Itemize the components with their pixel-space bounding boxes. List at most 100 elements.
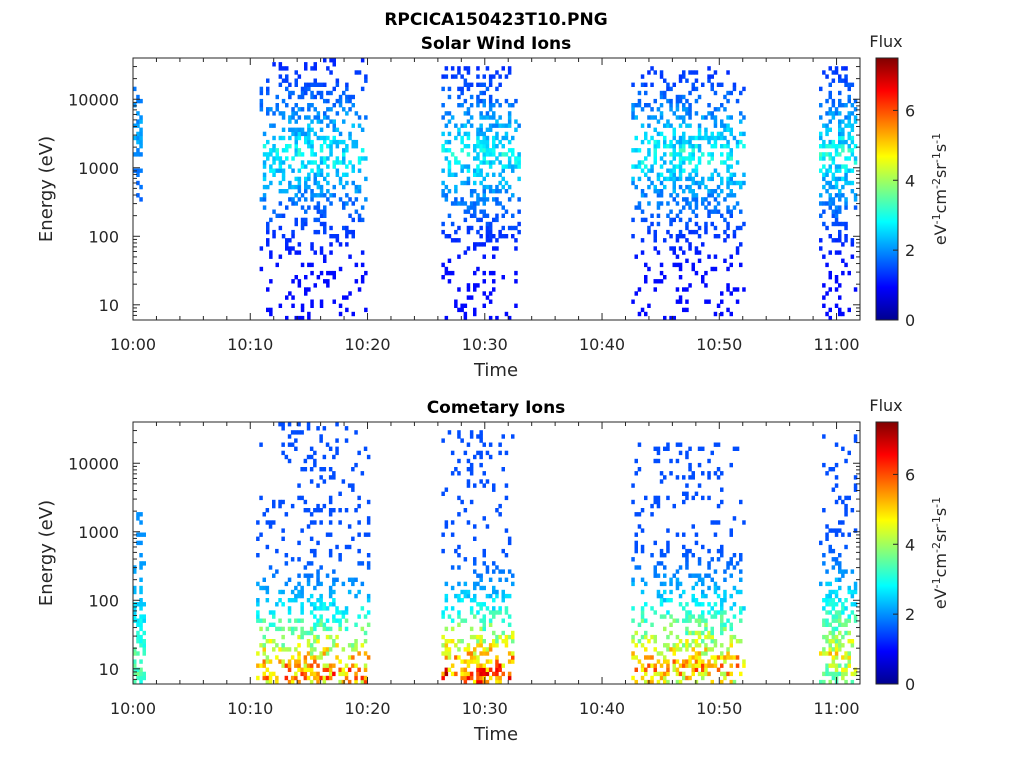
spectrogram-cell [663, 675, 667, 681]
spectrogram-cell [517, 197, 521, 202]
spectrogram-cell [850, 569, 855, 574]
spectrogram-cell [473, 483, 477, 488]
spectrogram-cell [723, 135, 727, 141]
spectrogram-cell [323, 221, 327, 227]
spectrogram-cell [732, 553, 737, 558]
spectrogram-cell [463, 581, 468, 587]
spectrogram-cell [272, 647, 276, 652]
spectrogram-cell [297, 679, 301, 685]
spectrogram-cell [316, 201, 321, 206]
spectrogram-cell [281, 148, 286, 153]
spectrogram-cell [136, 119, 140, 124]
spectrogram-cell [682, 131, 686, 137]
spectrogram-cell [360, 471, 365, 476]
spectrogram-cell [847, 307, 851, 313]
spectrogram-cell [678, 160, 683, 165]
spectrogram-cell [463, 647, 468, 652]
spectrogram-cell [469, 462, 474, 468]
spectrogram-cell [659, 180, 664, 186]
spectrogram-cell [675, 667, 680, 672]
spectrogram-cell [482, 189, 486, 194]
spectrogram-cell [363, 639, 368, 644]
spectrogram-cell [688, 189, 692, 194]
spectrogram-cell [697, 135, 702, 141]
spectrogram-cell [354, 577, 358, 582]
spectrogram-cell [672, 651, 676, 656]
spectrogram-cell [659, 131, 664, 137]
spectrogram-cell [275, 148, 279, 153]
spectrogram-cell [319, 82, 324, 87]
spectrogram-cell [469, 225, 474, 231]
spectrogram-cell [281, 450, 285, 456]
spectrogram-cell [822, 70, 826, 75]
spectrogram-cell [306, 561, 311, 566]
spectrogram-cell [485, 172, 490, 177]
spectrogram-cell [739, 242, 743, 247]
spectrogram-cell [313, 655, 317, 660]
spectrogram-cell [476, 144, 480, 149]
spectrogram-cell [310, 90, 314, 96]
spectrogram-cell [691, 156, 695, 161]
spectrogram-cell [366, 565, 371, 570]
spectrogram-cell [847, 450, 851, 456]
spectrogram-cell [482, 647, 486, 652]
spectrogram-cell [838, 307, 842, 313]
spectrogram-cell [666, 643, 670, 648]
spectrogram-cell [457, 160, 461, 165]
spectrogram-cell [678, 671, 683, 677]
spectrogram-cell [325, 634, 330, 640]
spectrogram-cell [444, 74, 449, 79]
spectrogram-cell [838, 176, 842, 182]
x-tick-label: 10:50 [696, 699, 742, 718]
spectrogram-cell [844, 168, 848, 173]
spectrogram-cell [307, 86, 311, 92]
spectrogram-cell [697, 225, 702, 231]
spectrogram-cell [834, 217, 839, 223]
spectrogram-cell [653, 234, 657, 239]
spectrogram-cell [697, 160, 702, 165]
spectrogram-cell [323, 98, 327, 104]
spectrogram-cell [834, 634, 839, 640]
spectrogram-cell [269, 107, 273, 112]
spectrogram-cell [834, 66, 839, 71]
spectrogram-cell [262, 193, 267, 198]
spectrogram-cell [713, 655, 718, 660]
spectrogram-cell [310, 148, 314, 153]
spectrogram-cell [834, 610, 839, 615]
spectrogram-cell [666, 176, 670, 182]
spectrogram-cell [716, 655, 721, 660]
spectrogram-cell [313, 205, 317, 210]
spectrogram-cell [303, 458, 308, 464]
spectrogram-cell [460, 123, 464, 128]
spectrogram-cell [682, 671, 686, 677]
spectrogram-cell [511, 213, 515, 218]
spectrogram-cell [659, 262, 664, 268]
spectrogram-cell [666, 610, 670, 615]
spectrogram-cell [466, 442, 471, 447]
spectrogram-cell [473, 156, 477, 161]
spectrogram-cell [675, 115, 680, 120]
spectrogram-cell [844, 156, 848, 161]
spectrogram-cell [726, 234, 730, 239]
spectrogram-cell [844, 598, 848, 603]
spectrogram-cell [345, 201, 349, 206]
spectrogram-cell [732, 679, 737, 685]
spectrogram-cell [713, 311, 718, 317]
spectrogram-cell [457, 639, 461, 644]
spectrogram-cell [822, 144, 826, 149]
spectrogram-cell [344, 438, 349, 443]
spectrogram-cell [306, 667, 311, 672]
spectrogram-cell [281, 66, 286, 71]
spectrogram-cell [288, 119, 292, 124]
spectrogram-cell [701, 663, 705, 668]
spectrogram-cell [469, 610, 474, 615]
spectrogram-cell [310, 168, 314, 173]
spectrogram-cell [631, 483, 635, 488]
spectrogram-cell [287, 626, 292, 632]
spectrogram-cell [479, 111, 483, 116]
spectrogram-cell [326, 172, 330, 177]
spectrogram-cell [850, 643, 855, 648]
spectrogram-cell [688, 172, 692, 177]
spectrogram-cell [310, 82, 314, 87]
